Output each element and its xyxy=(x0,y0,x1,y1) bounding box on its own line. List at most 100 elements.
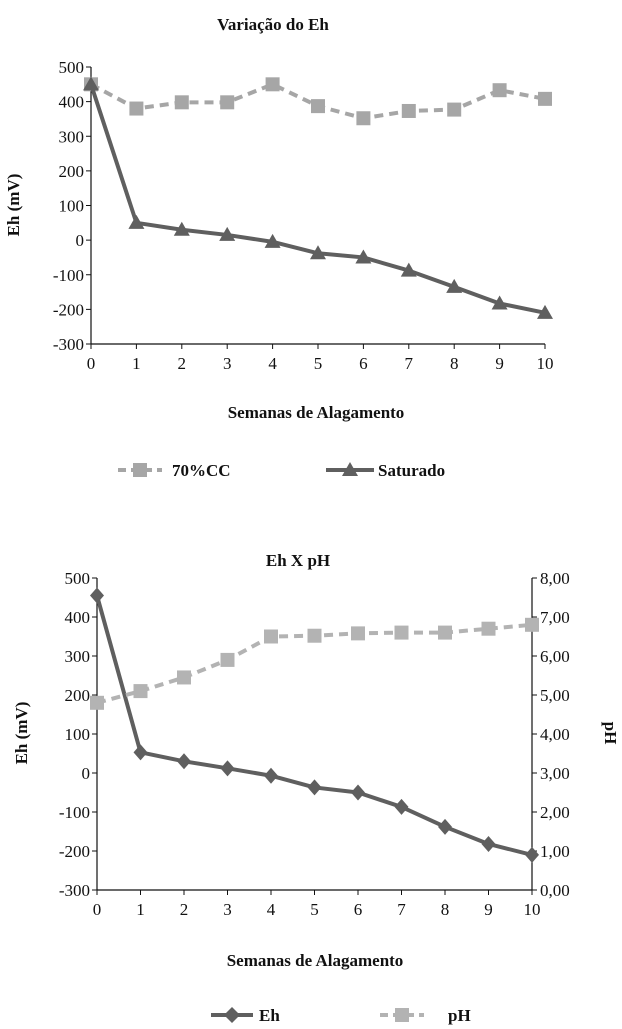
series-ph xyxy=(90,617,539,710)
data-point xyxy=(525,846,539,863)
y-axis-label-right: pH xyxy=(601,722,620,745)
y-right-tick-label: 2,00 xyxy=(540,803,570,822)
data-point xyxy=(438,625,452,640)
x-tick-label: 5 xyxy=(314,354,323,373)
x-tick-label: 6 xyxy=(359,354,368,373)
x-tick-label: 1 xyxy=(132,354,141,373)
data-point xyxy=(264,629,278,644)
x-tick-label: 0 xyxy=(93,900,102,919)
data-point xyxy=(394,798,409,815)
data-point xyxy=(538,91,552,106)
x-tick-label: 5 xyxy=(310,900,319,919)
y-axis-label: Eh (mV) xyxy=(4,174,23,237)
y-right-tick-label: 8,00 xyxy=(540,569,570,588)
y-tick-label: -200 xyxy=(53,300,84,319)
y-right-tick-label: 5,00 xyxy=(540,686,570,705)
x-tick-label: 0 xyxy=(87,354,96,373)
chart-title: Eh X pH xyxy=(266,551,330,570)
data-point xyxy=(394,625,409,640)
data-point xyxy=(220,95,235,110)
data-point xyxy=(133,744,148,761)
data-point xyxy=(307,779,322,796)
data-point xyxy=(351,626,365,641)
x-tick-label: 4 xyxy=(268,354,277,373)
data-point xyxy=(90,587,104,604)
x-tick-label: 3 xyxy=(223,900,232,919)
data-point xyxy=(310,245,326,260)
y-tick-label: 400 xyxy=(65,608,91,627)
y-right-tick-label: 1,00 xyxy=(540,842,570,861)
data-point xyxy=(265,77,280,92)
y-tick-label: 400 xyxy=(59,93,85,112)
data-point xyxy=(356,111,371,126)
data-point xyxy=(129,101,144,116)
x-tick-label: 4 xyxy=(267,900,276,919)
data-point xyxy=(83,76,99,91)
data-point xyxy=(491,295,508,310)
series-eh xyxy=(90,587,539,863)
y-tick-label: -300 xyxy=(53,335,84,354)
legend-item-70cc: 70%CC xyxy=(118,461,231,480)
y-tick-label: 300 xyxy=(59,127,85,146)
data-point xyxy=(355,249,372,264)
series-saturado xyxy=(83,76,553,319)
y-axis-label-left: Eh (mV) xyxy=(12,702,31,765)
x-tick-label: 1 xyxy=(136,900,145,919)
x-tick-label: 8 xyxy=(441,900,450,919)
y-tick-label: 300 xyxy=(65,647,91,666)
legend-label: Eh xyxy=(259,1006,280,1025)
x-tick-label: 7 xyxy=(397,900,406,919)
legend-item-ph: pH xyxy=(380,1006,471,1025)
x-tick-label: 2 xyxy=(178,354,187,373)
x-tick-label: 7 xyxy=(405,354,414,373)
legend: 70%CC Saturado xyxy=(118,461,445,480)
y-right-tick-label: 6,00 xyxy=(540,647,570,666)
data-point xyxy=(311,99,325,114)
data-point xyxy=(351,784,365,801)
y-tick-label: 0 xyxy=(82,764,91,783)
y-tick-label: -100 xyxy=(53,266,84,285)
x-axis-label: Semanas de Alagamento xyxy=(227,951,404,970)
data-point xyxy=(219,226,236,241)
x-tick-label: 10 xyxy=(537,354,554,373)
y-tick-label: 500 xyxy=(59,58,85,77)
legend-label: 70%CC xyxy=(172,461,231,480)
x-tick-label: 6 xyxy=(354,900,363,919)
x-tick-label: 10 xyxy=(524,900,541,919)
x-tick-label: 8 xyxy=(450,354,459,373)
y-tick-label: 500 xyxy=(65,569,91,588)
y-right-tick-label: 4,00 xyxy=(540,725,570,744)
data-point xyxy=(264,767,278,784)
legend-label: pH xyxy=(448,1006,471,1025)
y-tick-label: -100 xyxy=(59,803,90,822)
y-tick-label: -300 xyxy=(59,881,90,900)
legend-item-saturado: Saturado xyxy=(326,461,445,480)
data-point xyxy=(177,670,191,685)
data-point xyxy=(177,753,191,770)
x-tick-label: 3 xyxy=(223,354,232,373)
y-tick-label: 0 xyxy=(76,231,85,250)
chart-title: Variação do Eh xyxy=(217,15,329,34)
data-point xyxy=(220,760,235,777)
data-point xyxy=(400,262,417,277)
chart-eh-x-ph: Eh X pH Eh (mV) pH Semanas de Alagamento… xyxy=(12,551,620,1025)
chart-variacao-eh: Variação do Eh Eh (mV) Semanas de Alagam… xyxy=(4,15,554,480)
y-tick-label: 200 xyxy=(65,686,91,705)
y-right-tick-label: 3,00 xyxy=(540,764,570,783)
data-point xyxy=(525,617,539,632)
y-tick-label: -200 xyxy=(59,842,90,861)
legend-item-eh: Eh xyxy=(211,1006,280,1025)
data-point xyxy=(446,278,463,293)
data-point xyxy=(481,835,496,852)
legend-label: Saturado xyxy=(378,461,445,480)
data-point xyxy=(307,628,322,643)
data-point xyxy=(264,233,281,248)
data-point xyxy=(90,695,104,710)
y-right-tick-label: 7,00 xyxy=(540,608,570,627)
y-tick-label: 100 xyxy=(59,197,85,216)
series-line xyxy=(89,83,546,315)
data-point xyxy=(133,684,148,699)
series-70cc xyxy=(84,77,552,126)
data-point xyxy=(220,652,235,667)
x-tick-label: 9 xyxy=(495,354,504,373)
